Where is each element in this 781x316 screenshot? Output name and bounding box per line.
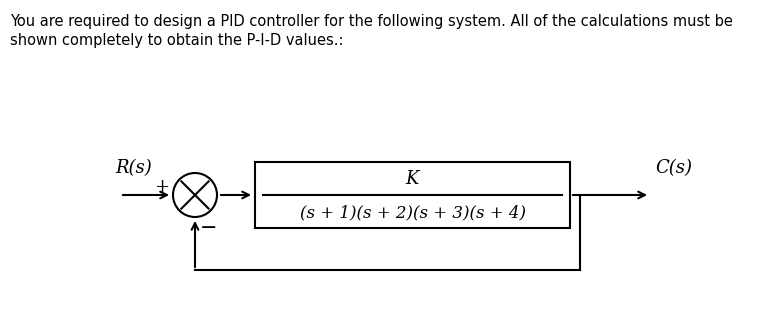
Text: You are required to design a PID controller for the following system. All of the: You are required to design a PID control… [10,14,733,29]
Bar [255,162,570,228]
Text: −: − [200,219,217,238]
Text: +: + [154,178,169,196]
Text: R(s): R(s) [115,159,152,177]
Text: shown completely to obtain the P-I-D values.:: shown completely to obtain the P-I-D val… [10,33,344,48]
Text: K: K [406,169,419,187]
Text: (s + 1)(s + 2)(s + 3)(s + 4): (s + 1)(s + 2)(s + 3)(s + 4) [299,205,526,222]
Text: C(s): C(s) [655,159,692,177]
